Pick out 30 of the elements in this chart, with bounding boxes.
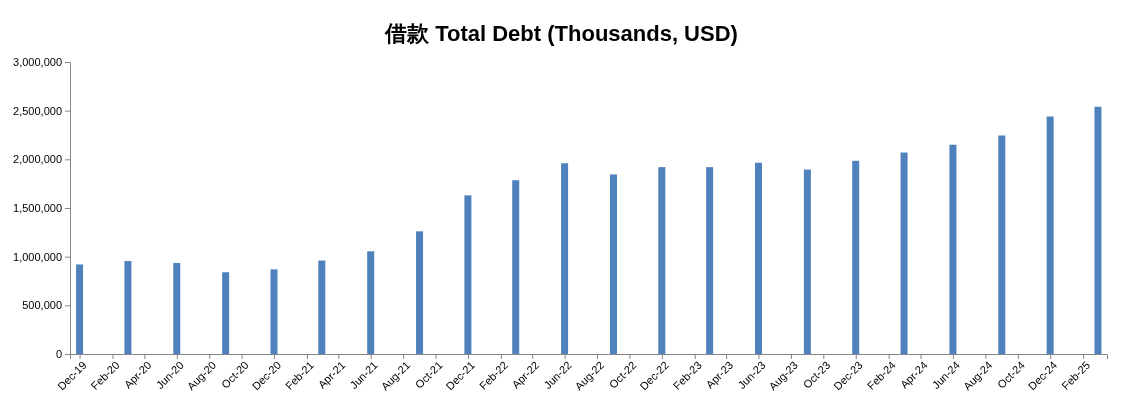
y-tick-label: 1,000,000 [13,250,62,263]
bar [561,163,569,354]
bar [755,162,762,354]
bar [173,262,181,354]
y-tick-label: 3,000,000 [13,56,62,69]
bar [512,180,520,354]
y-tick-label: 2,000,000 [13,153,62,166]
bar [416,231,424,354]
bar [76,264,84,354]
bar [949,144,957,354]
y-tick-label: 1,500,000 [13,202,62,215]
bar [1094,106,1102,354]
bar [658,167,666,354]
bar [222,272,230,354]
bar [803,169,811,354]
y-tick-label: 2,500,000 [13,104,62,117]
chart-title: 借款 Total Debt (Thousands, USD) [384,21,738,46]
y-tick-label: 500,000 [22,299,62,312]
bar [998,135,1006,354]
bar [1046,116,1054,354]
bar [367,251,375,354]
bar [124,261,132,354]
bar [318,260,326,354]
bar [464,195,472,354]
bar [900,152,908,354]
bar [852,160,860,354]
bar [609,174,617,354]
bar [706,167,714,354]
y-tick-label: 0 [55,348,62,361]
bar [270,269,278,354]
